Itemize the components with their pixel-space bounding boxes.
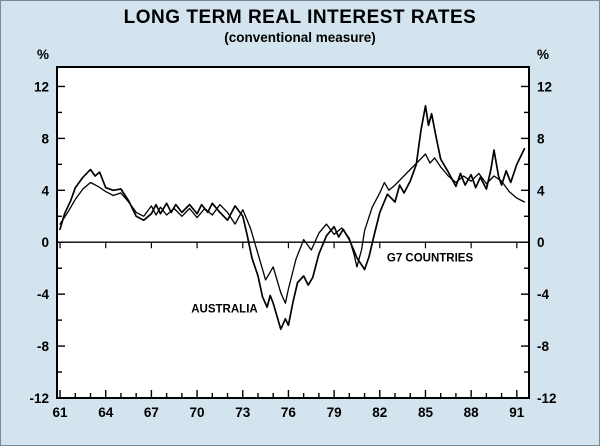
x-tick-label: 82 (372, 405, 387, 420)
x-tick-label: 88 (464, 405, 480, 420)
annotation-g7-countries: G7 COUNTRIES (387, 253, 474, 265)
y-tick-label-left: 12 (34, 79, 49, 94)
chart-subtitle: (conventional measure) (224, 30, 376, 45)
x-tick-label: 70 (190, 405, 205, 420)
x-axis-ticks (59, 242, 518, 398)
percent-label-right: % (537, 47, 549, 62)
y-axis-ticks (57, 85, 529, 399)
y-tick-label-left: 4 (41, 183, 49, 198)
series-lines (59, 105, 526, 331)
y-tick-label-right: -4 (537, 287, 549, 302)
y-tick-label-left: -12 (29, 391, 49, 406)
x-tick-label: 61 (53, 405, 69, 420)
x-axis-labels: 61 64 67 70 73 76 79 82 85 88 91 (53, 405, 525, 420)
annotation-australia: AUSTRALIA (191, 303, 257, 315)
y-tick-label-right: -8 (537, 339, 549, 354)
y-tick-label-left: 8 (41, 131, 49, 146)
y-tick-label-right: 0 (537, 235, 545, 250)
x-tick-label: 73 (235, 405, 251, 420)
y-tick-label-right: 8 (537, 131, 545, 146)
plot-area (56, 66, 530, 399)
y-tick-label-left: -8 (37, 339, 49, 354)
x-tick-label: 64 (98, 405, 114, 420)
y-tick-label-right: 12 (537, 79, 552, 94)
x-tick-label: 79 (327, 405, 342, 420)
series-line-australia (59, 105, 526, 331)
percent-label-left: % (37, 47, 49, 62)
x-tick-label: 91 (509, 405, 525, 420)
y-tick-label-left: 0 (41, 235, 49, 250)
y-axis-labels: 12 12 8 8 4 4 0 0 -4 -4 -8 -8 -12 -12 (29, 79, 556, 406)
x-tick-label: 76 (281, 405, 297, 420)
chart-title: LONG TERM REAL INTEREST RATES (123, 7, 477, 28)
y-tick-label-right: -12 (537, 391, 557, 406)
y-tick-label-right: 4 (537, 183, 545, 198)
x-tick-label: 85 (418, 405, 434, 420)
x-tick-label: 67 (144, 405, 159, 420)
y-tick-label-left: -4 (37, 287, 49, 302)
series-line-g7-countries (59, 153, 526, 304)
